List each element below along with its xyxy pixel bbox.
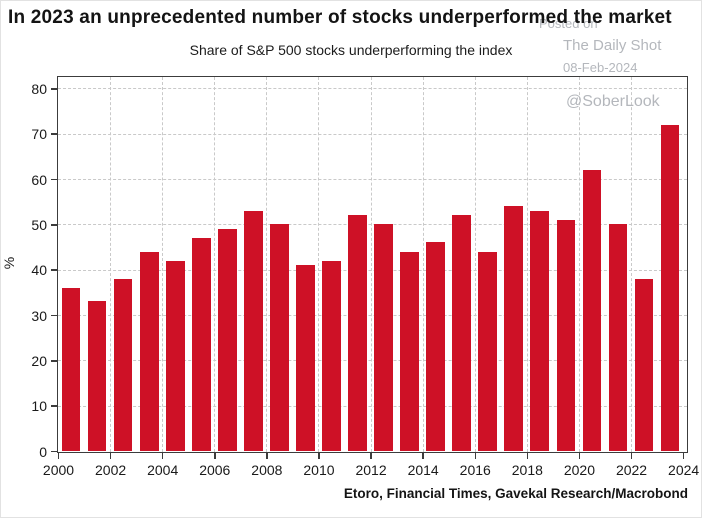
x-tick-mark-2004 (161, 453, 164, 459)
x-tick-label-2014: 2014 (407, 462, 439, 478)
h-gridline-40 (58, 269, 687, 271)
x-tick-label-2024: 2024 (668, 462, 700, 478)
v-gridline-2006 (214, 77, 216, 452)
y-tick-mark-0 (51, 450, 57, 453)
bar-2014 (426, 242, 446, 451)
bar-2015 (452, 215, 472, 451)
y-tick-label-50: 50 (31, 216, 47, 233)
v-gridline-2022 (631, 77, 633, 452)
x-tick-mark-2002 (109, 453, 112, 459)
x-tick-label-2020: 2020 (563, 462, 596, 478)
h-gridline-30 (58, 315, 687, 316)
bar-2021 (608, 224, 628, 451)
x-tick-label-2018: 2018 (511, 462, 543, 478)
x-tick-mark-2022 (630, 453, 633, 459)
bar-2005 (191, 237, 211, 451)
y-tick-mark-20 (51, 360, 57, 362)
x-tick-mark-2006 (214, 453, 216, 459)
h-gridline-10 (58, 405, 687, 407)
y-tick-mark-50 (51, 224, 57, 226)
y-tick-mark-40 (51, 269, 57, 271)
y-tick-label-20: 20 (31, 352, 47, 369)
plot-area (57, 76, 688, 453)
v-gridline-2020 (578, 77, 580, 452)
x-tick-label-2004: 2004 (147, 462, 179, 478)
v-gridline-2014 (422, 77, 424, 452)
bar-2001 (87, 301, 107, 451)
h-gridline-80 (58, 88, 687, 90)
h-gridline-20 (58, 360, 687, 362)
h-gridline-60 (58, 179, 687, 180)
bar-2018 (530, 210, 550, 451)
x-tick-label-2022: 2022 (615, 462, 648, 478)
x-tick-mark-2010 (318, 453, 320, 459)
y-tick-mark-80 (51, 88, 57, 90)
y-tick-label-80: 80 (31, 80, 47, 97)
y-tick-mark-30 (51, 314, 57, 317)
bar-2020 (582, 169, 602, 451)
bar-2013 (400, 251, 419, 451)
chart-subtitle: Share of S&P 500 stocks underperforming … (189, 42, 513, 58)
v-gridline-2004 (162, 77, 164, 452)
x-tick-label-2008: 2008 (251, 462, 283, 478)
y-tick-label-10: 10 (31, 398, 47, 415)
y-tick-mark-10 (51, 405, 57, 407)
watermark-handle: @SoberLook (566, 93, 660, 110)
source-note: Etoro, Financial Times, Gavekal Research… (343, 486, 688, 501)
x-tick-mark-2012 (370, 453, 372, 459)
bar-2011 (348, 215, 367, 451)
y-tick-label-70: 70 (31, 126, 47, 143)
x-tick-mark-2008 (266, 453, 268, 459)
bar-2002 (113, 278, 133, 451)
x-tick-label-2012: 2012 (355, 462, 387, 478)
bar-2006 (217, 228, 237, 451)
bar-2008 (270, 224, 289, 451)
y-tick-mark-60 (51, 178, 57, 181)
bar-2017 (504, 206, 524, 451)
x-tick-label-2016: 2016 (459, 462, 491, 478)
bar-2023 (660, 124, 680, 451)
bar-2009 (296, 265, 315, 451)
h-gridline-70 (58, 133, 687, 135)
v-gridline-2010 (318, 77, 320, 452)
x-tick-label-2006: 2006 (199, 462, 231, 478)
bar-2000 (61, 287, 81, 451)
bar-2010 (322, 260, 341, 451)
bar-2016 (478, 251, 498, 451)
v-gridline-2002 (110, 77, 112, 452)
y-tick-label-60: 60 (31, 171, 47, 188)
v-gridline-2016 (474, 77, 476, 452)
v-gridline-2018 (526, 77, 528, 452)
y-tick-label-40: 40 (31, 262, 47, 279)
x-tick-mark-2020 (578, 453, 581, 459)
bar-2007 (243, 210, 263, 451)
x-tick-mark-2024 (682, 453, 685, 459)
watermark-site: The Daily Shot (563, 37, 662, 54)
page-title: In 2023 an unprecedented number of stock… (8, 7, 672, 28)
y-tick-label-0: 0 (39, 443, 47, 460)
bar-2004 (165, 260, 185, 451)
v-gridline-2008 (266, 77, 268, 452)
x-tick-label-2002: 2002 (95, 462, 127, 478)
watermark-posted-on: Posted on (539, 16, 598, 31)
y-tick-label-30: 30 (31, 307, 47, 324)
x-tick-label-2000: 2000 (42, 462, 75, 478)
x-tick-label-2010: 2010 (303, 462, 335, 478)
bar-2012 (374, 224, 393, 451)
x-tick-mark-2016 (474, 453, 476, 459)
bar-2003 (139, 251, 159, 451)
y-tick-mark-70 (51, 133, 57, 135)
bar-2022 (634, 278, 654, 451)
x-tick-mark-2018 (526, 453, 529, 459)
v-gridline-2012 (370, 77, 372, 452)
x-tick-mark-2014 (422, 453, 424, 459)
bar-2019 (556, 219, 576, 451)
x-tick-mark-2000 (57, 453, 60, 459)
h-gridline-50 (58, 224, 687, 226)
watermark-date: 08-Feb-2024 (563, 60, 638, 75)
